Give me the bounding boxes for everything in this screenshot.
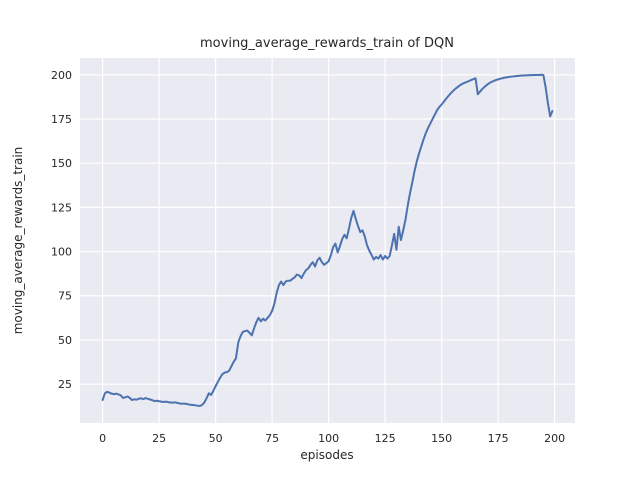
y-tick-label: 75: [58, 290, 72, 303]
plot-area: [80, 58, 575, 423]
y-tick-label: 50: [58, 334, 72, 347]
x-tick-label: 75: [265, 432, 279, 445]
x-tick-label: 125: [375, 432, 396, 445]
y-gridlines: [80, 74, 575, 385]
dqn-reward-line: [101, 73, 554, 408]
x-tick-label: 50: [209, 432, 223, 445]
x-tick-labels: 0 25 50 75 100 125 150 175 200: [99, 432, 565, 445]
x-tick-label: 0: [99, 432, 106, 445]
y-tick-label: 125: [51, 201, 72, 214]
x-tick-label: 200: [544, 432, 565, 445]
y-tick-label: 100: [51, 246, 72, 259]
y-tick-label: 175: [51, 113, 72, 126]
y-tick-labels: 25 50 75 100 125 150 175 200: [51, 69, 72, 391]
x-axis-label: episodes: [300, 448, 353, 462]
y-axis-label: moving_average_rewards_train: [11, 147, 25, 335]
x-tick-label: 150: [431, 432, 452, 445]
y-tick-label: 150: [51, 157, 72, 170]
x-tick-label: 175: [488, 432, 509, 445]
x-tick-label: 100: [318, 432, 339, 445]
x-tick-label: 25: [152, 432, 166, 445]
chart-title: moving_average_rewards_train of DQN: [200, 36, 454, 51]
y-tick-label: 25: [58, 378, 72, 391]
y-tick-label: 200: [51, 69, 72, 82]
